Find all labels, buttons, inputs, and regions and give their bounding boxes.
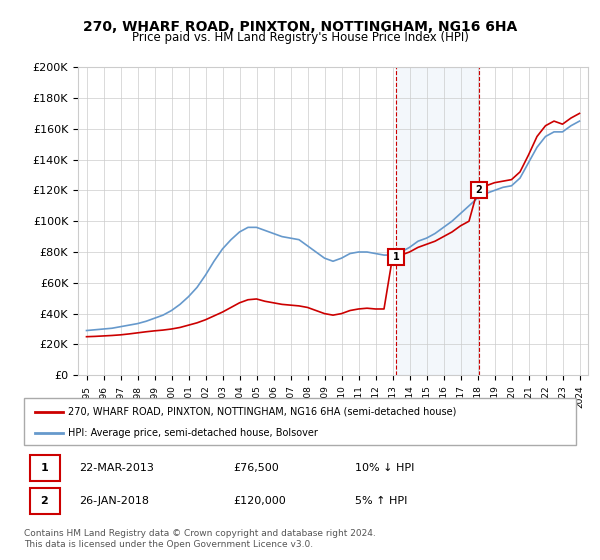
Text: 1: 1: [393, 253, 400, 263]
FancyBboxPatch shape: [29, 488, 60, 514]
Text: 22-MAR-2013: 22-MAR-2013: [79, 463, 154, 473]
Text: £120,000: £120,000: [234, 496, 287, 506]
Text: 26-JAN-2018: 26-JAN-2018: [79, 496, 149, 506]
FancyBboxPatch shape: [24, 398, 576, 445]
Text: 2: 2: [41, 496, 48, 506]
Text: Price paid vs. HM Land Registry's House Price Index (HPI): Price paid vs. HM Land Registry's House …: [131, 31, 469, 44]
FancyBboxPatch shape: [29, 455, 60, 482]
Text: 5% ↑ HPI: 5% ↑ HPI: [355, 496, 407, 506]
Text: HPI: Average price, semi-detached house, Bolsover: HPI: Average price, semi-detached house,…: [68, 428, 318, 438]
Text: Contains HM Land Registry data © Crown copyright and database right 2024.
This d: Contains HM Land Registry data © Crown c…: [24, 529, 376, 549]
Text: £76,500: £76,500: [234, 463, 280, 473]
Text: 1: 1: [41, 463, 48, 473]
Text: 270, WHARF ROAD, PINXTON, NOTTINGHAM, NG16 6HA: 270, WHARF ROAD, PINXTON, NOTTINGHAM, NG…: [83, 20, 517, 34]
Bar: [396, 67, 479, 375]
Text: 270, WHARF ROAD, PINXTON, NOTTINGHAM, NG16 6HA (semi-detached house): 270, WHARF ROAD, PINXTON, NOTTINGHAM, NG…: [68, 407, 457, 417]
Text: 10% ↓ HPI: 10% ↓ HPI: [355, 463, 415, 473]
Text: 2: 2: [475, 185, 482, 195]
